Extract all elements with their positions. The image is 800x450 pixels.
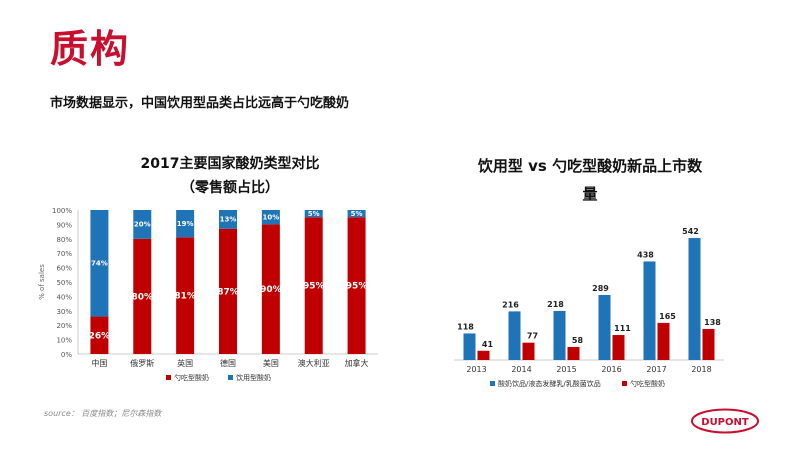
data-label: 218 — [547, 300, 564, 309]
legend-swatch — [166, 375, 171, 380]
data-label: 19% — [177, 220, 194, 228]
data-label: 165 — [659, 312, 676, 321]
y-tick-label: 60% — [56, 265, 72, 273]
bar — [598, 294, 611, 360]
y-tick-label: 80% — [56, 236, 72, 244]
legend-swatch — [228, 375, 233, 380]
bar — [643, 261, 656, 360]
bar — [702, 328, 715, 360]
bar-segment — [304, 217, 323, 354]
data-label: 95% — [346, 282, 368, 292]
x-tick-label: 2017 — [646, 365, 666, 374]
data-label: 118 — [457, 322, 474, 331]
bar-segment — [347, 217, 366, 354]
bar — [567, 346, 580, 360]
x-tick-label: 德国 — [220, 358, 236, 368]
y-tick-label: 100% — [52, 207, 72, 215]
legend-label: 勺吃型酸奶 — [630, 379, 665, 388]
page-subtitle: 市场数据显示，中国饮用型品类占比远高于勺吃酸奶 — [50, 96, 350, 111]
y-tick-label: 10% — [56, 337, 72, 345]
data-label: 13% — [220, 216, 237, 224]
y-tick-label: 0% — [61, 351, 72, 359]
x-tick-label: 2014 — [511, 365, 531, 374]
data-label: 95% — [303, 282, 325, 292]
x-tick-label: 2016 — [601, 365, 621, 374]
x-tick-label: 加拿大 — [345, 358, 369, 368]
legend-label: 酸奶饮品/液态发酵乳/乳酸菌饮品 — [498, 379, 601, 388]
x-tick-label: 俄罗斯 — [130, 358, 154, 368]
data-label: 58 — [572, 336, 584, 345]
x-tick-label: 2015 — [556, 365, 576, 374]
chart2-title-line1: 饮用型 vs 勺吃型酸奶新品上市数 — [477, 157, 703, 175]
bar-segment — [219, 228, 237, 354]
bar-segment — [261, 224, 280, 354]
x-tick-label: 美国 — [263, 358, 279, 368]
data-label: 138 — [704, 318, 721, 327]
data-label: 26% — [89, 331, 111, 341]
y-tick-label: 90% — [56, 221, 72, 229]
data-label: 41 — [482, 340, 494, 349]
bar-segment — [133, 210, 152, 239]
bar — [688, 238, 701, 360]
bar — [463, 333, 476, 360]
bar — [522, 342, 535, 360]
data-label: 90% — [260, 285, 282, 295]
chart1-title: 2017主要国家酸奶类型对比 （零售额占比） — [80, 152, 380, 200]
data-label: 289 — [592, 284, 609, 293]
chart1-title-line2: （零售额占比） — [181, 180, 279, 196]
data-label: 5% — [351, 210, 363, 218]
bar — [477, 350, 490, 360]
data-label: 81% — [174, 292, 196, 302]
dupont-logo: DUPONT — [691, 408, 759, 434]
data-label: 111 — [614, 324, 631, 333]
data-label: 438 — [637, 250, 654, 259]
bar-segment — [304, 210, 323, 218]
x-tick-label: 2018 — [691, 365, 711, 374]
x-tick-label: 中国 — [91, 358, 107, 368]
x-tick-label: 澳大利亚 — [298, 358, 330, 368]
data-label: 80% — [132, 292, 154, 302]
legend-label: 勺吃型酸奶 — [174, 373, 209, 382]
bar-segment — [219, 210, 237, 229]
bar — [553, 310, 566, 360]
y-axis-label: % of sales — [38, 264, 46, 300]
data-label: 77 — [527, 332, 538, 341]
data-label: 87% — [217, 287, 239, 297]
bar — [612, 335, 625, 360]
page-title: 质构 — [50, 27, 131, 71]
stacked-bar-chart: 0% 10% 20% 30% 40% 50% 60% 70% 80% 90% 100% % of sa… — [38, 207, 378, 382]
data-label: 20% — [134, 221, 151, 229]
chart2-title: 饮用型 vs 勺吃型酸奶新品上市数 量 — [450, 152, 730, 208]
bar — [508, 311, 521, 360]
y-tick-label: 20% — [56, 322, 72, 330]
y-tick-label: 50% — [56, 279, 72, 287]
y-tick-label: 40% — [56, 293, 72, 301]
x-tick-label: 英国 — [177, 358, 193, 368]
grouped-bar-chart: 118 41 2013 216 77 2014 218 58 2015 289 111 2016 438… — [454, 227, 724, 388]
bar-segment — [176, 210, 195, 238]
bar — [657, 322, 670, 360]
legend-swatch — [622, 381, 627, 386]
data-label: 5% — [308, 210, 320, 218]
y-tick-label: 30% — [56, 308, 72, 316]
bar-segment — [176, 237, 195, 354]
chart1-title-line1: 2017主要国家酸奶类型对比 — [140, 156, 320, 172]
source-note: source： 百度指数；尼尔森指数 — [44, 409, 162, 418]
data-label: 216 — [502, 300, 519, 309]
data-label: 10% — [262, 214, 279, 222]
x-tick-label: 2013 — [466, 365, 486, 374]
bar-segment — [261, 210, 280, 225]
bar-segment — [90, 210, 109, 317]
legend-label: 饮用型酸奶 — [236, 373, 271, 382]
bar-segment — [347, 210, 366, 218]
chart2-title-line2: 量 — [582, 185, 598, 203]
bar-segment — [133, 238, 152, 354]
legend-swatch — [490, 381, 495, 386]
y-tick-label: 70% — [56, 250, 72, 258]
bar-segment — [90, 316, 109, 354]
data-label: 74% — [91, 260, 108, 268]
data-label: 542 — [682, 227, 699, 236]
logo-text: DUPONT — [701, 417, 749, 428]
